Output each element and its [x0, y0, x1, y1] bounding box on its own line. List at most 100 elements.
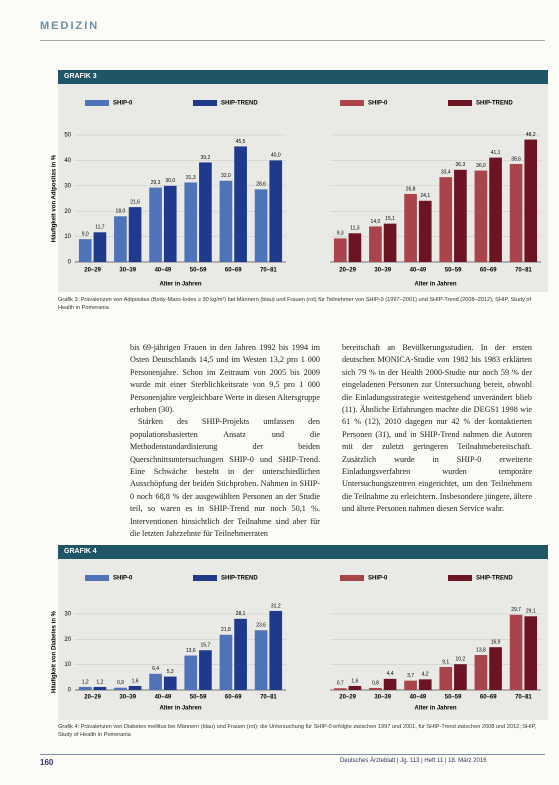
body-column: bis 69-jährigen Frauen in den Jahren 199…	[130, 342, 320, 541]
bar	[383, 223, 397, 262]
bar-value-label: 48,2	[526, 132, 536, 138]
bar-value-label: 6,4	[152, 666, 159, 672]
x-tick-label: 50–59	[190, 268, 207, 274]
bar-value-label: 15,1	[385, 216, 395, 222]
bar-value-label: 13,8	[476, 647, 486, 653]
legend-swatch	[340, 100, 364, 106]
bar	[439, 666, 453, 690]
legend-label: SHIP-TREND	[476, 101, 513, 107]
page-number: 160	[40, 758, 54, 767]
bar-value-label: 36,3	[456, 162, 466, 168]
bar	[333, 688, 347, 690]
figure-tag: GRAFIK 3	[58, 70, 548, 84]
chart: SHIP-0 SHIP-TREND 20–29 9,3 11,3 30–39 14,0 15,…	[330, 100, 541, 288]
legend-swatch	[193, 575, 217, 581]
bar-value-label: 13,6	[186, 648, 196, 654]
x-tick-label: 40–49	[155, 695, 172, 701]
bar	[163, 676, 177, 690]
journal-source: Deutsches Ärzteblatt | Jg. 113 | Heft 11…	[340, 758, 487, 764]
bar-value-label: 1,6	[132, 678, 139, 684]
bar-value-label: 9,3	[337, 231, 344, 237]
legend-swatch	[193, 100, 217, 106]
legend-label: SHIP-TREND	[221, 576, 258, 582]
paragraph: Stärken des SHIP-Projekts umfassen den p…	[130, 417, 320, 539]
bar	[269, 160, 283, 262]
bar	[454, 664, 467, 690]
bar-value-label: 0,8	[372, 680, 379, 686]
figure-caption: Grafik 3: Prävalenzen von Adipositas (Bo…	[58, 297, 532, 311]
bar	[418, 679, 432, 690]
bar-value-label: 32,0	[221, 173, 231, 179]
bar	[383, 678, 397, 690]
bar-value-label: 41,1	[491, 150, 501, 156]
x-tick-label: 20–29	[84, 268, 101, 274]
bar	[78, 239, 92, 262]
x-tick-label: 40–49	[155, 268, 172, 274]
legend-swatch	[448, 100, 472, 106]
bar	[199, 650, 212, 690]
bar	[234, 618, 247, 690]
bar	[269, 610, 283, 690]
x-axis-label: Alter in Jahren	[414, 282, 456, 288]
y-tick-label: 30	[64, 612, 71, 618]
bar	[489, 157, 502, 262]
bar-value-label: 1,2	[96, 679, 103, 685]
bar	[524, 616, 538, 690]
bar	[348, 685, 362, 690]
bar	[149, 187, 162, 262]
bar-value-label: 11,7	[95, 225, 105, 231]
x-tick-label: 30–39	[374, 268, 391, 274]
y-tick-label: 0	[68, 688, 72, 694]
x-tick-label: 60–69	[480, 695, 497, 701]
bar-value-label: 28,1	[236, 611, 246, 617]
legend-label: SHIP-TREND	[221, 101, 258, 107]
x-tick-label: 70–81	[515, 695, 532, 701]
bar-value-label: 39,2	[201, 155, 211, 161]
x-tick-label: 30–39	[374, 695, 391, 701]
bar	[184, 655, 198, 690]
footer-rule	[40, 754, 545, 755]
bar-value-label: 29,1	[526, 609, 536, 615]
bar-value-label: 4,4	[387, 671, 394, 677]
section-header: MEDIZIN	[40, 20, 100, 32]
x-tick-label: 60–69	[225, 695, 242, 701]
y-tick-label: 30	[64, 183, 71, 189]
bar-value-label: 38,6	[511, 156, 521, 162]
bar-value-label: 21,6	[130, 199, 140, 205]
bar	[439, 177, 453, 262]
bar	[524, 139, 538, 262]
y-tick-label: 10	[64, 662, 71, 668]
y-tick-label: 10	[64, 234, 71, 240]
legend-label: SHIP-TREND	[476, 576, 513, 582]
bar-value-label: 31,3	[186, 175, 196, 181]
bar-value-label: 4,2	[422, 672, 429, 678]
x-tick-label: 40–49	[410, 268, 427, 274]
legend-swatch	[448, 575, 472, 581]
bar	[219, 180, 233, 262]
y-axis-label: Häufigkeit von Diabetes in %	[52, 610, 58, 693]
y-tick-label: 50	[64, 133, 71, 139]
bar	[78, 686, 92, 690]
legend-label: SHIP-0	[113, 101, 133, 107]
bar	[128, 207, 142, 262]
chart: SHIP-0 SHIP-TREND 0 10 20 30 40 50 Häufigkeit vo…	[52, 100, 286, 288]
bar	[219, 634, 233, 690]
x-axis-label: Alter in Jahren	[414, 706, 456, 712]
bar-value-label: 5,3	[167, 669, 174, 675]
figure-caption: Grafik 4: Prävalenzen von Diabetes melli…	[58, 724, 537, 738]
bar-value-label: 14,0	[371, 219, 381, 225]
bar	[404, 193, 417, 262]
x-tick-label: 70–81	[515, 268, 532, 274]
chart: SHIP-0 SHIP-TREND 20–29 0,7 1,6 30–39 0,8 4,4 40…	[330, 575, 541, 712]
legend-label: SHIP-0	[368, 576, 388, 582]
bar-value-label: 0,9	[117, 680, 124, 686]
bar	[234, 146, 247, 262]
x-tick-label: 50–59	[445, 268, 462, 274]
bar-value-label: 26,8	[406, 186, 416, 192]
body-column: bereitschaft an Bevölkerungsstudien. In …	[342, 342, 532, 516]
legend-swatch	[340, 575, 364, 581]
y-axis-label: Häufigkeit von Adipositas in %	[52, 154, 58, 242]
x-tick-label: 30–39	[119, 695, 136, 701]
y-tick-label: 20	[64, 209, 71, 215]
